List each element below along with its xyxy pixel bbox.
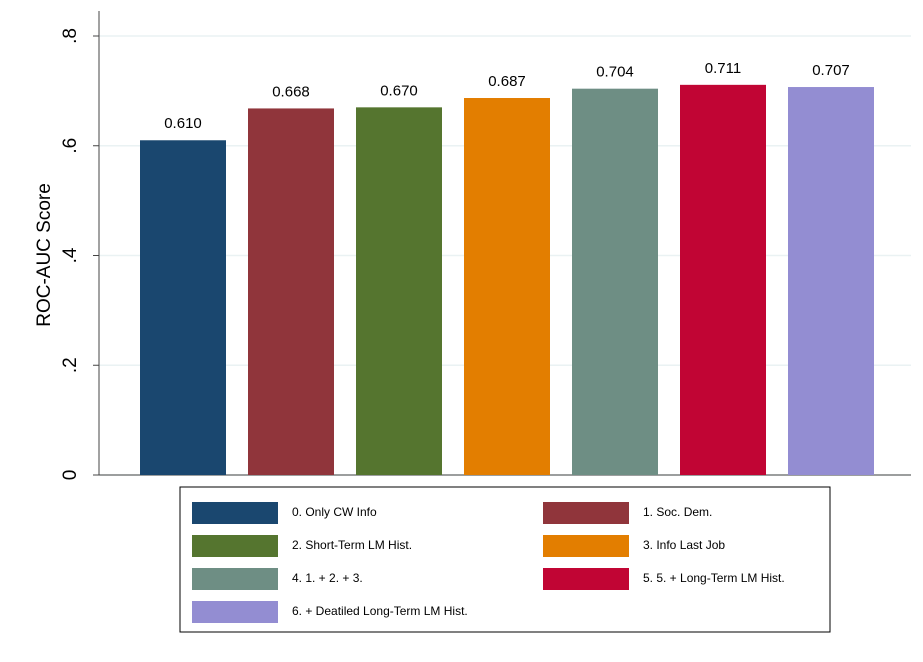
y-tick-label: .4	[60, 247, 81, 263]
bar	[788, 87, 874, 475]
legend-label: 3. Info Last Job	[643, 538, 725, 552]
y-tick-label: .8	[60, 28, 81, 44]
legend-label: 2. Short-Term LM Hist.	[292, 538, 412, 552]
legend-swatch	[192, 535, 278, 557]
legend-swatch	[543, 502, 629, 524]
bar	[356, 107, 442, 476]
bar	[680, 84, 766, 476]
bar	[140, 140, 226, 475]
y-tick-label: 0	[60, 470, 81, 481]
value-label: 0.711	[705, 60, 741, 77]
bar	[572, 88, 658, 476]
y-axis-label: ROC-AUC Score	[34, 183, 55, 327]
legend-label: 4. 1. + 2. + 3.	[292, 571, 363, 585]
legend-swatch	[192, 601, 278, 623]
legend-label: 0. Only CW Info	[292, 505, 377, 519]
value-label: 0.687	[488, 73, 526, 90]
y-tick-label: .6	[60, 138, 81, 154]
legend-label: 1. Soc. Dem.	[643, 505, 712, 519]
legend-swatch	[192, 568, 278, 590]
legend-label: 5. 5. + Long-Term LM Hist.	[643, 571, 785, 585]
value-label: 0.704	[596, 64, 634, 81]
bar	[248, 108, 334, 475]
value-label: 0.707	[812, 62, 850, 79]
value-label: 0.670	[380, 82, 418, 99]
value-label: 0.668	[272, 83, 310, 100]
legend-box	[179, 486, 831, 633]
y-tick-label: .2	[60, 357, 81, 373]
value-label: 0.610	[164, 115, 202, 132]
legend-swatch	[192, 502, 278, 524]
bar	[464, 98, 550, 475]
legend-swatch	[543, 568, 629, 590]
legend-label: 6. + Deatiled Long-Term LM Hist.	[292, 604, 468, 618]
legend-swatch	[543, 535, 629, 557]
